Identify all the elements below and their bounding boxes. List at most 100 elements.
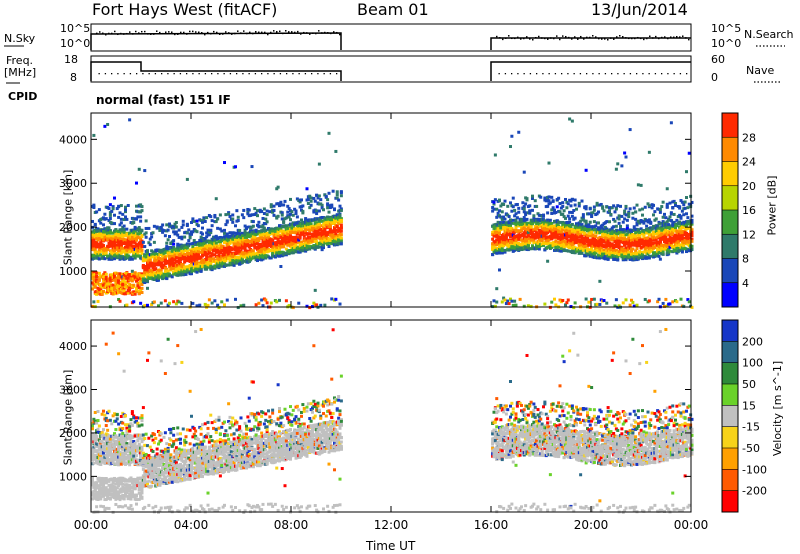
power-cell xyxy=(573,216,577,220)
power-cell xyxy=(547,220,551,224)
power-cell xyxy=(242,253,246,257)
nave-point xyxy=(661,73,663,75)
power-cell xyxy=(129,277,133,281)
power-cell xyxy=(580,227,584,231)
power-cell xyxy=(190,264,193,268)
power-cell xyxy=(323,303,327,307)
power-cell xyxy=(114,253,118,257)
nsearch-point xyxy=(321,32,323,34)
power-cell xyxy=(257,225,261,229)
power-cell xyxy=(264,298,268,302)
power-cell xyxy=(110,273,114,277)
power-cell xyxy=(305,187,309,191)
power-cell xyxy=(547,161,551,165)
power-cell xyxy=(251,249,255,253)
power-cell xyxy=(531,208,534,212)
power-cell xyxy=(205,254,209,258)
power-cell xyxy=(573,301,577,305)
power-cell xyxy=(584,254,588,258)
power-cell xyxy=(147,226,151,230)
power-cell xyxy=(304,227,308,231)
power-cell xyxy=(526,230,530,234)
nsearch-point xyxy=(541,37,543,39)
power-cell xyxy=(95,292,99,296)
power-cell xyxy=(260,209,264,213)
power-cell xyxy=(566,214,570,218)
nave-point xyxy=(142,73,144,75)
power-cell xyxy=(170,249,174,253)
power-cell xyxy=(97,278,101,282)
nsearch-point xyxy=(315,32,317,35)
power-cell xyxy=(125,252,129,256)
power-cell xyxy=(177,300,181,304)
nsearch-point xyxy=(631,37,633,40)
power-cell xyxy=(203,237,207,241)
power-cell xyxy=(173,253,177,257)
power-cell xyxy=(500,248,504,252)
power-cell xyxy=(95,271,99,275)
nsearch-point xyxy=(562,35,564,37)
power-cell xyxy=(506,204,510,208)
nsearch-point xyxy=(327,32,329,34)
power-cell xyxy=(509,224,512,228)
power-cell xyxy=(529,304,533,308)
power-cell xyxy=(257,301,261,305)
power-cell xyxy=(284,216,288,220)
nsearch-point xyxy=(294,31,296,34)
power-cell xyxy=(510,221,514,225)
power-cell xyxy=(185,250,189,254)
power-cell xyxy=(328,222,332,226)
power-cell xyxy=(188,242,192,246)
power-cell xyxy=(238,241,242,245)
power-cell xyxy=(203,242,207,246)
power-cell xyxy=(195,258,199,262)
power-cell xyxy=(92,239,96,243)
power-cell xyxy=(180,235,184,239)
power-cell xyxy=(339,238,343,242)
nsky-trace-2 xyxy=(490,37,691,50)
power-cell xyxy=(588,220,592,224)
power-cell xyxy=(104,278,108,282)
power-cell xyxy=(304,249,308,253)
power-cell xyxy=(301,249,305,253)
power-cell xyxy=(316,230,320,234)
nsearch-point xyxy=(688,38,690,41)
power-cell xyxy=(564,303,567,307)
power-cell xyxy=(151,253,155,257)
power-cell xyxy=(315,236,319,240)
power-cell xyxy=(119,204,123,208)
power-cell xyxy=(216,255,220,259)
power-cell xyxy=(548,218,552,222)
power-cell xyxy=(317,224,321,228)
power-cell xyxy=(132,290,136,294)
power-cell xyxy=(122,238,126,242)
power-cell xyxy=(513,248,517,252)
power-cell xyxy=(282,203,286,207)
power-cell xyxy=(192,239,196,243)
power-cell xyxy=(278,298,281,302)
power-cell xyxy=(213,213,217,217)
power-cell xyxy=(279,200,283,204)
power-cell xyxy=(121,282,125,286)
power-cell xyxy=(558,202,562,206)
power-cell xyxy=(590,230,594,234)
power-cell xyxy=(535,204,539,208)
power-cell xyxy=(509,297,512,301)
nsearch-point xyxy=(544,37,546,40)
power-cell xyxy=(520,220,523,224)
nave-point xyxy=(173,73,175,75)
power-cell xyxy=(492,299,496,303)
power-cell xyxy=(339,233,343,237)
power-cell xyxy=(108,217,112,221)
power-cell xyxy=(557,196,561,200)
power-cell xyxy=(510,209,514,213)
power-cell xyxy=(317,162,321,166)
nave-point xyxy=(304,73,307,75)
nave-point xyxy=(611,73,613,75)
power-cell xyxy=(107,234,111,238)
power-cell xyxy=(92,203,96,207)
power-cell xyxy=(125,276,129,280)
nsearch-point xyxy=(255,31,257,33)
power-cell xyxy=(495,207,499,211)
power-cell xyxy=(265,220,269,224)
